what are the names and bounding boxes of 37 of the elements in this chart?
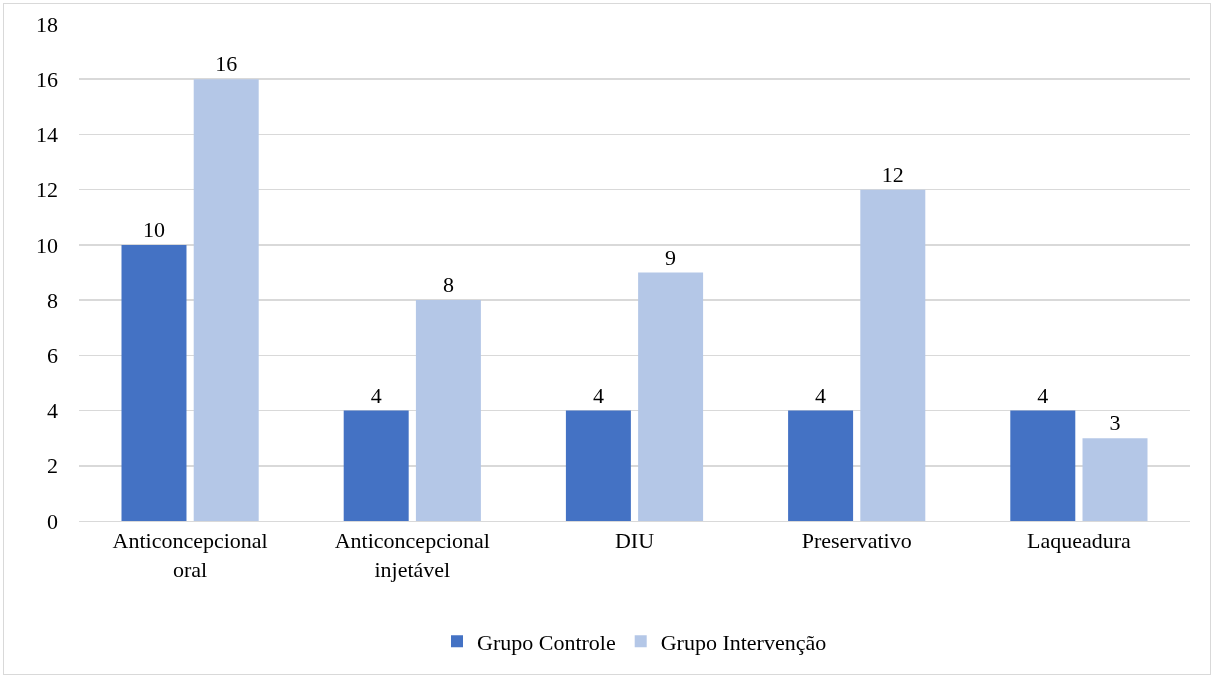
data-label: 4 bbox=[370, 382, 382, 408]
legend-label: Grupo Intervenção bbox=[660, 629, 827, 655]
y-tick-label: 2 bbox=[47, 453, 58, 479]
x-tick-label: DIU bbox=[614, 528, 655, 554]
data-label: 3 bbox=[1109, 410, 1121, 436]
bar bbox=[1010, 410, 1076, 521]
bar bbox=[343, 410, 409, 521]
bar bbox=[193, 79, 259, 521]
y-tick-label: 10 bbox=[36, 232, 58, 258]
x-tick-label: Anticoncepcional oral bbox=[112, 528, 268, 582]
y-tick-label: 0 bbox=[47, 508, 58, 534]
bar bbox=[788, 410, 854, 521]
y-tick-label: 4 bbox=[47, 398, 58, 424]
data-label: 4 bbox=[815, 382, 827, 408]
y-tick-label: 16 bbox=[36, 66, 58, 92]
data-label: 10 bbox=[142, 216, 165, 242]
y-tick-label: 18 bbox=[36, 11, 58, 37]
bar bbox=[1082, 438, 1148, 521]
y-tick-label: 6 bbox=[47, 343, 58, 369]
legend-label: Grupo Controle bbox=[477, 629, 616, 655]
data-label: 8 bbox=[442, 272, 454, 298]
x-tick-label: Preservativo bbox=[801, 528, 912, 554]
y-tick-label: 8 bbox=[47, 287, 58, 313]
bar bbox=[415, 300, 481, 521]
data-label: 9 bbox=[665, 244, 677, 270]
y-tick-label: 12 bbox=[36, 177, 58, 203]
bar bbox=[860, 189, 926, 521]
data-label: 16 bbox=[215, 51, 238, 77]
data-label: 4 bbox=[592, 382, 604, 408]
x-tick-label: Anticoncepcional injetável bbox=[334, 528, 490, 582]
y-tick-label: 14 bbox=[36, 122, 58, 148]
bar bbox=[121, 244, 187, 521]
data-label: 4 bbox=[1037, 382, 1049, 408]
bar bbox=[638, 272, 704, 521]
bar bbox=[565, 410, 631, 521]
data-label: 12 bbox=[881, 161, 904, 187]
x-tick-label: Laqueadura bbox=[1026, 528, 1132, 554]
